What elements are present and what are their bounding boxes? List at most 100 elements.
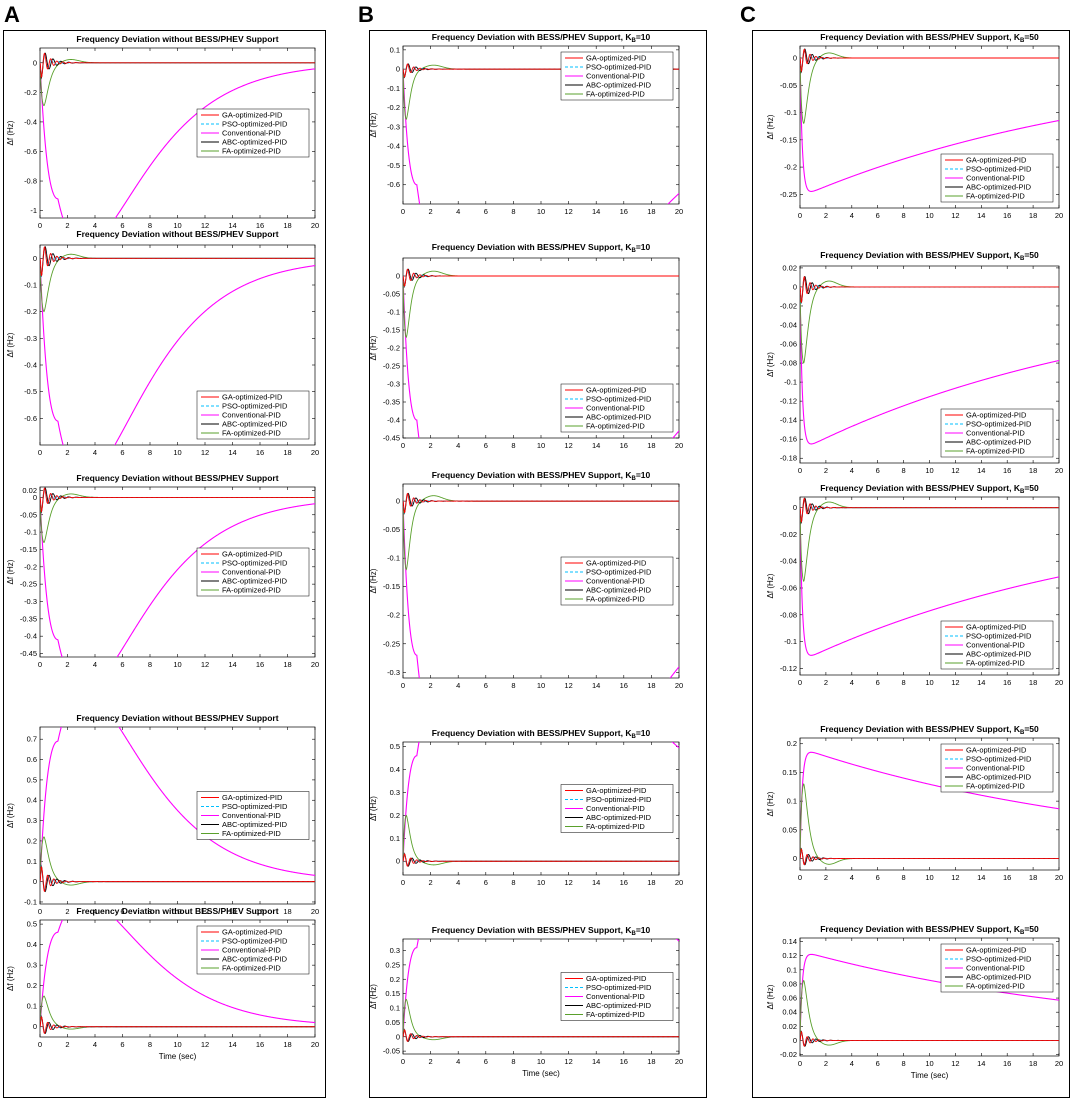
y-tick-label: 0.4 (27, 940, 37, 949)
x-tick-label: 8 (902, 1059, 906, 1068)
x-tick-label: 20 (311, 907, 319, 916)
legend-label: FA-optimized-PID (222, 964, 281, 973)
legend-label: ABC-optimized-PID (222, 577, 288, 586)
x-tick-label: 18 (283, 448, 291, 457)
y-axis-label: Δf (Hz) (766, 984, 775, 1009)
x-tick-label: 4 (456, 878, 460, 887)
y-tick-label: -0.1 (784, 637, 797, 646)
y-tick-label: -0.1 (24, 528, 37, 537)
x-tick-label: 8 (511, 441, 515, 450)
x-tick-label: 0 (38, 1040, 42, 1049)
y-tick-label: 0.1 (390, 834, 400, 843)
legend-label: Conventional-PID (586, 992, 645, 1001)
x-tick-label: 4 (456, 681, 460, 690)
legend-label: ABC-optimized-PID (966, 773, 1032, 782)
x-tick-label: 8 (902, 466, 906, 475)
y-tick-label: -0.16 (780, 435, 797, 444)
x-tick-label: 16 (1003, 873, 1011, 882)
y-tick-label: -0.45 (20, 649, 37, 658)
y-tick-label: -0.2 (24, 307, 37, 316)
y-tick-label: -0.4 (387, 142, 400, 151)
y-tick-label: 0.08 (782, 979, 797, 988)
y-tick-label: -0.35 (383, 398, 400, 407)
x-tick-label: 12 (951, 466, 959, 475)
x-tick-label: 4 (456, 1057, 460, 1066)
y-tick-label: -0.06 (780, 584, 797, 593)
chart-title: Frequency Deviation without BESS/PHEV Su… (76, 473, 278, 483)
y-tick-label: -0.2 (24, 562, 37, 571)
x-tick-label: 20 (1055, 211, 1063, 220)
x-tick-label: 4 (93, 1040, 97, 1049)
x-tick-label: 20 (675, 878, 683, 887)
chart-title: Frequency Deviation with BESS/PHEV Suppo… (432, 470, 651, 482)
x-tick-label: 10 (925, 466, 933, 475)
x-tick-label: 20 (675, 681, 683, 690)
legend-label: GA-optimized-PID (586, 974, 647, 983)
y-tick-label: 0.25 (385, 960, 400, 969)
legend-label: Conventional-PID (966, 964, 1025, 973)
x-tick-label: 2 (824, 873, 828, 882)
series-line-ga-optimized-pid (800, 1031, 1059, 1047)
x-tick-label: 16 (620, 681, 628, 690)
series-line-conventional-pid (40, 62, 315, 218)
x-tick-label: 14 (228, 660, 236, 669)
x-tick-label: 6 (876, 873, 880, 882)
x-tick-label: 0 (401, 207, 405, 216)
series-line-ga-optimized-pid (403, 492, 679, 514)
x-tick-label: 12 (564, 441, 572, 450)
legend-label: ABC-optimized-PID (222, 138, 288, 147)
series-line-ga-optimized-pid (40, 246, 315, 277)
y-tick-label: 0 (396, 497, 400, 506)
x-tick-label: 20 (1055, 678, 1063, 687)
legend-label: Conventional-PID (586, 72, 645, 81)
chart-c-4: Frequency Deviation with BESS/PHEV Suppo… (766, 724, 1063, 882)
legend-label: FA-optimized-PID (966, 982, 1025, 991)
legend-label: Conventional-PID (222, 129, 281, 138)
legend-label: GA-optimized-PID (586, 786, 647, 795)
y-tick-label: -1 (30, 206, 37, 215)
x-tick-label: 4 (850, 678, 854, 687)
series-line-ga-optimized-pid (403, 268, 679, 287)
y-tick-label: -0.4 (24, 632, 37, 641)
y-tick-label: 0.6 (27, 755, 37, 764)
y-axis-label: Δf (Hz) (369, 335, 378, 360)
x-tick-label: 18 (1029, 873, 1037, 882)
legend-label: GA-optimized-PID (586, 54, 647, 63)
chart-title: Frequency Deviation without BESS/PHEV Su… (76, 713, 278, 723)
x-tick-label: 16 (1003, 678, 1011, 687)
x-tick-label: 0 (401, 1057, 405, 1066)
y-tick-label: -0.08 (780, 610, 797, 619)
legend-label: Conventional-PID (222, 811, 281, 820)
x-tick-label: 4 (850, 1059, 854, 1068)
x-tick-label: 4 (456, 207, 460, 216)
y-tick-label: 0.2 (390, 811, 400, 820)
legend: GA-optimized-PIDPSO-optimized-PIDConvent… (560, 556, 674, 606)
legend-label: FA-optimized-PID (222, 586, 281, 595)
y-tick-label: -0.25 (20, 580, 37, 589)
series-line-ga-optimized-pid (40, 52, 315, 78)
y-axis-label: Δf (Hz) (766, 114, 775, 139)
y-tick-label: -0.05 (383, 1047, 400, 1056)
x-tick-label: 10 (925, 873, 933, 882)
legend-label: FA-optimized-PID (966, 447, 1025, 456)
legend-label: GA-optimized-PID (222, 393, 283, 402)
legend: GA-optimized-PIDPSO-optimized-PIDConvent… (940, 408, 1054, 458)
y-tick-label: -0.06 (780, 340, 797, 349)
y-tick-label: -0.45 (383, 434, 400, 443)
y-tick-label: -0.12 (780, 664, 797, 673)
x-tick-label: 18 (647, 1057, 655, 1066)
x-tick-label: 2 (824, 1059, 828, 1068)
x-tick-label: 14 (228, 1040, 236, 1049)
x-tick-label: 8 (511, 681, 515, 690)
x-tick-label: 20 (1055, 466, 1063, 475)
x-tick-label: 16 (256, 448, 264, 457)
legend-label: Conventional-PID (966, 174, 1025, 183)
x-tick-label: 12 (201, 1040, 209, 1049)
chart-title: Frequency Deviation with BESS/PHEV Suppo… (820, 483, 1039, 495)
legend-label: ABC-optimized-PID (586, 586, 652, 595)
x-tick-label: 8 (902, 873, 906, 882)
x-tick-label: 12 (201, 907, 209, 916)
y-tick-label: 0.1 (787, 797, 797, 806)
x-tick-label: 2 (824, 466, 828, 475)
x-tick-label: 2 (824, 211, 828, 220)
